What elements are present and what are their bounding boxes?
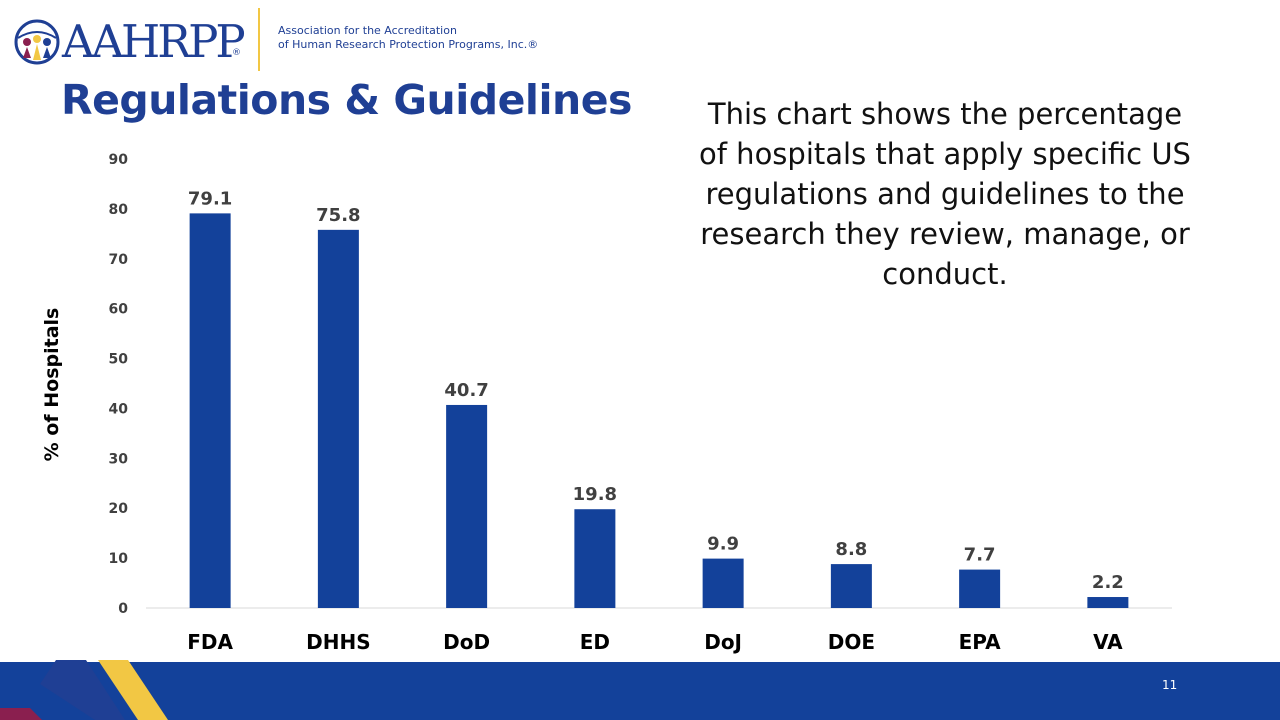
x-tick-label: FDA xyxy=(187,630,233,654)
bar-epa xyxy=(959,569,1001,608)
y-tick-label: 40 xyxy=(109,401,129,417)
logo-subtitle: Association for the Accreditation of Hum… xyxy=(278,24,538,52)
bar-doj xyxy=(702,558,744,608)
bar-chart: 0 10 20 30 40 50 60 70 80 90 % of Hospitals 79.1 FDA… xyxy=(41,152,1172,654)
y-axis-label: % of Hospitals xyxy=(41,308,63,462)
y-tick-label: 10 xyxy=(109,551,129,567)
bar-dod xyxy=(446,404,488,608)
bar-dhhs xyxy=(317,229,359,608)
aahrpp-logo: AAHRPP ® Association for the Accreditati… xyxy=(14,8,538,76)
data-label: 2.2 xyxy=(1092,572,1124,593)
bar-va xyxy=(1087,597,1129,608)
data-label: 8.8 xyxy=(835,539,867,560)
data-label: 79.1 xyxy=(188,188,232,209)
x-tick-label: ED xyxy=(580,630,610,654)
y-tick-label: 0 xyxy=(118,601,128,617)
logo-registered-mark: ® xyxy=(232,48,241,58)
footer-band xyxy=(0,660,1280,720)
y-tick-label: 30 xyxy=(109,451,129,467)
x-tick-label: EPA xyxy=(959,630,1001,654)
slide-title: Regulations & Guidelines xyxy=(61,76,632,124)
data-label: 7.7 xyxy=(964,545,996,566)
bar-ed xyxy=(574,509,616,608)
footer-blue-bar xyxy=(0,662,1280,720)
y-tick-label: 60 xyxy=(109,302,129,318)
y-tick-label: 90 xyxy=(109,152,129,168)
logo-subtitle-line2: of Human Research Protection Programs, I… xyxy=(278,38,539,51)
logo-divider xyxy=(258,8,260,71)
x-tick-label: DoJ xyxy=(704,630,742,654)
bar-doe xyxy=(830,564,872,608)
data-label: 75.8 xyxy=(316,205,360,226)
page-number: 11 xyxy=(1162,678,1178,692)
data-label: 9.9 xyxy=(707,534,739,555)
footer-gold-stripe xyxy=(98,660,168,720)
logo-subtitle-line1: Association for the Accreditation xyxy=(278,24,457,37)
y-tick-label: 70 xyxy=(109,252,129,268)
x-tick-label: VA xyxy=(1093,630,1123,654)
footer-maroon-stripe xyxy=(0,708,42,720)
y-tick-label: 20 xyxy=(109,501,129,517)
x-tick-label: DoD xyxy=(443,630,490,654)
y-tick-label: 50 xyxy=(109,352,129,368)
y-tick-label: 80 xyxy=(109,202,129,218)
footer-navy-stripe xyxy=(40,660,125,720)
x-tick-label: DHHS xyxy=(306,630,370,654)
data-label: 40.7 xyxy=(444,380,488,401)
x-tick-label: DOE xyxy=(828,630,875,654)
bar-fda xyxy=(189,213,231,608)
data-label: 19.8 xyxy=(573,484,617,505)
chart-description: This chart shows the percentage of hospi… xyxy=(699,97,1191,291)
globe-people-icon xyxy=(14,19,60,65)
logo-wordmark: AAHRPP xyxy=(62,15,246,68)
